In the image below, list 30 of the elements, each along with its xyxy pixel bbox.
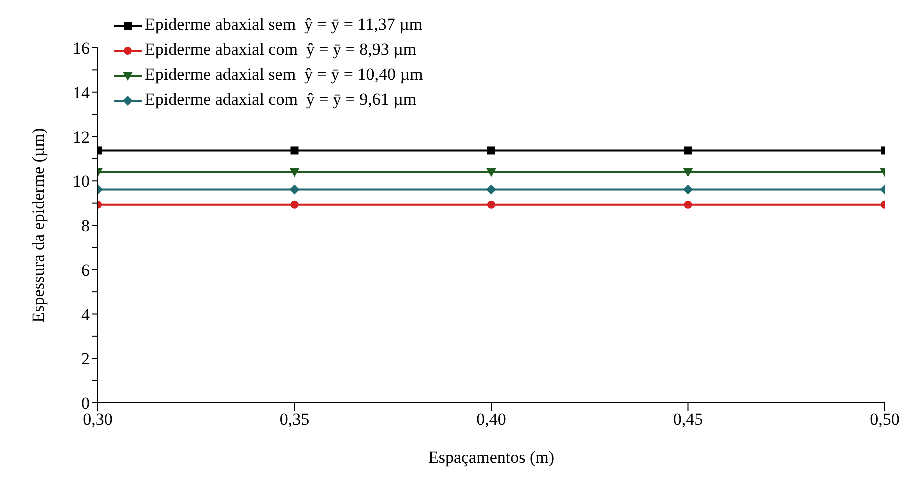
point [683, 184, 694, 195]
y-tick-label: 10 [73, 172, 90, 192]
y-tick-label: 2 [82, 350, 90, 369]
point [488, 146, 496, 155]
legend-label: Epiderme abaxial sem ŷ = ȳ = 11,37 µm [145, 15, 423, 34]
y-tick-label: 4 [82, 305, 90, 324]
point [290, 168, 300, 178]
point [684, 146, 692, 155]
point [486, 168, 496, 178]
legend-label: Epiderme adaxial sem ŷ = ȳ = 10,40 µm [145, 65, 424, 84]
y-tick-label: 6 [82, 260, 90, 280]
point [290, 184, 300, 195]
point [684, 200, 692, 209]
point [486, 184, 496, 195]
y-tick-label: 16 [73, 39, 90, 58]
y-tick-label: 14 [73, 83, 90, 102]
y-tick-label: 8 [82, 216, 90, 236]
point [290, 146, 299, 155]
x-tick-label: 0,50 [870, 410, 900, 430]
point [488, 200, 496, 209]
point [290, 200, 299, 209]
y-axis-title: Espessura da epiderme (µm) [29, 128, 48, 323]
x-tick-label: 0,40 [476, 410, 506, 430]
x-tick-label: 0,35 [280, 410, 310, 430]
legend-label: Epiderme adaxial com ŷ = ȳ = 9,61 µm [145, 90, 417, 109]
x-tick-label: 0,45 [673, 410, 704, 430]
legend-label: Epiderme abaxial com ŷ = ȳ = 8,93 µm [145, 40, 417, 59]
x-axis-title: Espaçamentos (m) [428, 448, 555, 467]
y-tick-label: 12 [73, 128, 90, 147]
point [683, 168, 694, 178]
